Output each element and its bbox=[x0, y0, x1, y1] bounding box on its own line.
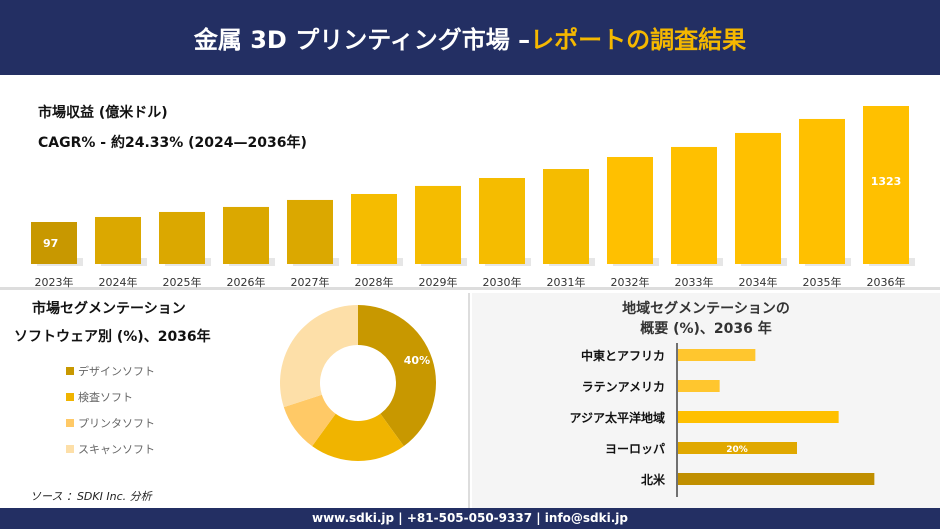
region-data-label: 20% bbox=[726, 445, 748, 455]
software-donut-chart: 40% bbox=[280, 305, 436, 461]
legend-item: プリンタソフト bbox=[66, 415, 155, 431]
software-segment-panel: 市場セグメンテーション ソフトウェア別 (%)、2036年 デザインソフト 検査ソ… bbox=[0, 293, 470, 508]
year-tick-label: 2028年 bbox=[355, 275, 394, 289]
year-tick-label: 2023年 bbox=[35, 275, 74, 289]
year-tick-label: 2030年 bbox=[483, 275, 522, 289]
year-tick-label: 2031年 bbox=[547, 275, 586, 289]
legend-swatch bbox=[66, 419, 74, 427]
legend-label: スキャンソフト bbox=[78, 443, 155, 456]
footer-contact: www.sdki.jp | +81-505-050-9337 | info@sd… bbox=[0, 508, 940, 529]
legend-swatch bbox=[66, 393, 74, 401]
region-bar bbox=[678, 380, 720, 392]
revenue-bar bbox=[863, 106, 909, 264]
legend-item: デザインソフト bbox=[66, 363, 155, 379]
year-tick-label: 2033年 bbox=[675, 275, 714, 289]
region-label: アジア太平洋地域 bbox=[569, 410, 665, 425]
legend-item: 検査ソフト bbox=[66, 389, 133, 405]
region-title-line2: 概要 (%)、2036 年 bbox=[640, 321, 772, 337]
region-title-line1: 地域セグメンテーションの bbox=[622, 301, 790, 317]
report-header: 金属 3D プリンティング市場 – レポートの調査結果 bbox=[0, 0, 940, 75]
year-tick-label: 2027年 bbox=[291, 275, 330, 289]
year-tick-label: 2035年 bbox=[803, 275, 842, 289]
revenue-bar bbox=[607, 156, 653, 264]
revenue-bar bbox=[543, 169, 589, 264]
revenue-bar bbox=[479, 178, 525, 264]
region-bar bbox=[678, 411, 839, 423]
software-title-line2: ソフトウェア別 (%)、2036年 bbox=[14, 329, 211, 345]
legend-swatch bbox=[66, 367, 74, 375]
revenue-chart-panel: 市場収益 (億米ドル) CAGR% - 約24.33% (2024—2036年)… bbox=[0, 75, 940, 290]
software-title-line1: 市場セグメンテーション bbox=[32, 301, 186, 317]
legend-label: デザインソフト bbox=[78, 365, 155, 378]
revenue-bar bbox=[223, 206, 269, 264]
year-tick-label: 2034年 bbox=[739, 275, 778, 289]
revenue-bar bbox=[287, 199, 333, 264]
legend-label: プリンタソフト bbox=[78, 417, 155, 430]
revenue-bar bbox=[799, 118, 845, 264]
region-bar bbox=[678, 349, 756, 361]
region-label: ヨーロッパ bbox=[605, 442, 665, 456]
revenue-bar bbox=[415, 185, 461, 264]
region-label: 北米 bbox=[641, 472, 666, 487]
region-segment-panel: 地域セグメンテーションの 概要 (%)、2036 年 中東とアフリカ ラテンアメリ… bbox=[472, 293, 940, 508]
region-label: 中東とアフリカ bbox=[581, 348, 665, 363]
legend-label: 検査ソフト bbox=[78, 391, 133, 404]
region-bar bbox=[678, 442, 797, 454]
region-label: ラテンアメリカ bbox=[582, 380, 665, 394]
region-bar bbox=[678, 473, 875, 485]
donut-slice bbox=[358, 305, 436, 447]
donut-slice bbox=[283, 394, 336, 447]
cagr-subtitle: CAGR% - 約24.33% (2024—2036年) bbox=[38, 135, 307, 151]
revenue-bar bbox=[159, 211, 205, 264]
year-tick-label: 2026年 bbox=[227, 275, 266, 289]
bar-data-label: 97 bbox=[43, 237, 58, 250]
source-note: ソース ：SDKI Inc. 分析 bbox=[30, 490, 152, 503]
revenue-bar bbox=[735, 132, 781, 264]
header-title: 金属 3D プリンティング市場 – bbox=[193, 26, 531, 54]
revenue-bar bbox=[351, 193, 397, 264]
revenue-bar-chart: 2023年 97 2024年 2025年 2026年 2027年 2028年 2029年 203… bbox=[31, 106, 915, 289]
slice-data-label: 40% bbox=[404, 354, 430, 367]
donut-slice bbox=[312, 413, 404, 461]
revenue-bar bbox=[31, 222, 77, 264]
revenue-bar bbox=[95, 216, 141, 264]
year-tick-label: 2032年 bbox=[611, 275, 650, 289]
legend-swatch bbox=[66, 445, 74, 453]
bar-data-label: 1323 bbox=[871, 175, 902, 188]
year-tick-label: 2024年 bbox=[99, 275, 138, 289]
revenue-bar bbox=[671, 146, 717, 264]
header-title-highlight: レポートの調査結果 bbox=[530, 26, 747, 54]
revenue-chart-title: 市場収益 (億米ドル) bbox=[38, 105, 168, 121]
year-tick-label: 2025年 bbox=[163, 275, 202, 289]
year-tick-label: 2036年 bbox=[867, 275, 906, 289]
year-tick-label: 2029年 bbox=[419, 275, 458, 289]
legend-item: スキャンソフト bbox=[66, 441, 155, 457]
donut-slice bbox=[280, 305, 358, 408]
